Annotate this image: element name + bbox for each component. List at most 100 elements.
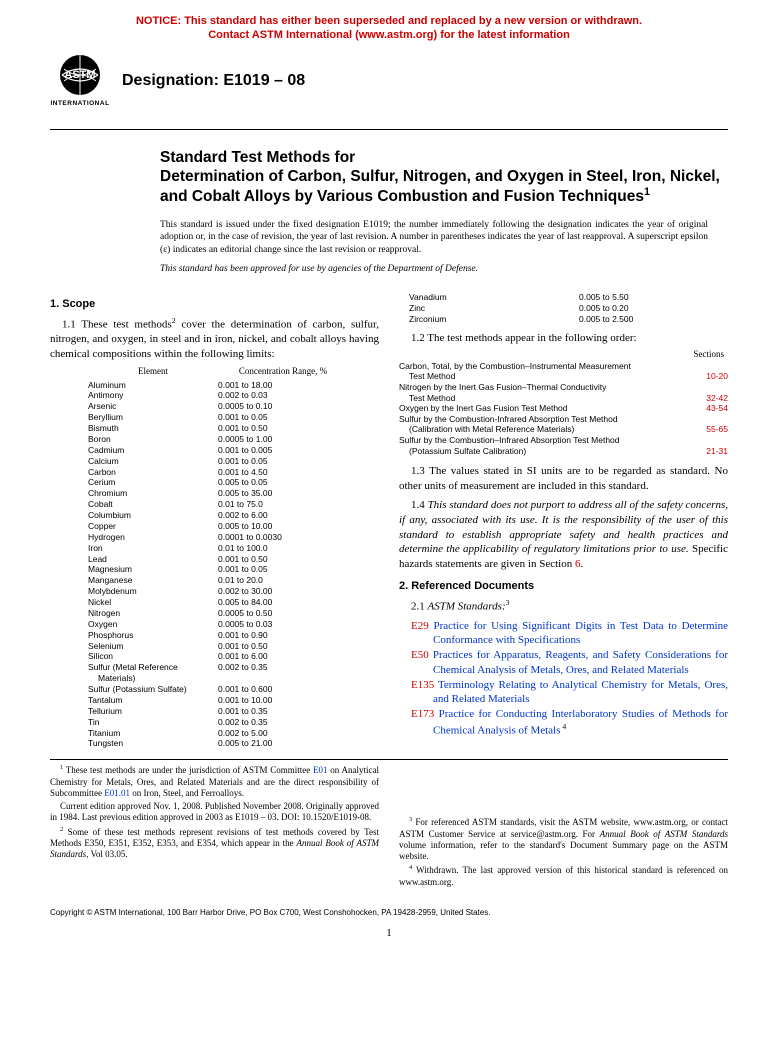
ref-sub: 2.1 ASTM Standards:3 xyxy=(399,598,728,615)
element-row: Titanium0.002 to 5.00 xyxy=(88,728,379,739)
order-row: Carbon, Total, by the Combustion–Instrum… xyxy=(399,361,728,372)
order-row: (Potassium Sulfate Calibration)21-31 xyxy=(399,446,728,457)
supp-element-row: Vanadium0.005 to 5.50 xyxy=(409,292,728,303)
title-kicker: Standard Test Methods for xyxy=(160,148,728,167)
ref-link[interactable]: Practice for Conducting Interlaboratory … xyxy=(433,708,728,736)
approval-note: This standard has been approved for use … xyxy=(160,264,728,274)
para-1-4: 1.4 This standard does not purport to ad… xyxy=(399,498,728,572)
ref-link[interactable]: Practices for Apparatus, Reagents, and S… xyxy=(429,649,728,675)
footnote-4: 4 Withdrawn. The last approved version o… xyxy=(399,864,728,888)
element-row: Aluminum0.001 to 18.00 xyxy=(88,380,379,391)
ref-item: E29 Practice for Using Significant Digit… xyxy=(399,619,728,648)
notice-banner: NOTICE: This standard has either been su… xyxy=(50,14,728,43)
element-row: Nitrogen0.0005 to 0.50 xyxy=(88,608,379,619)
left-column: 1. Scope 1.1 These test methods2 cover t… xyxy=(50,292,379,749)
element-row: Selenium0.001 to 0.50 xyxy=(88,641,379,652)
elements-header-range: Concentration Range, % xyxy=(218,366,348,378)
element-row: Sulfur (Potassium Sulfate)0.001 to 0.600 xyxy=(88,684,379,695)
notice-line2: Contact ASTM International (www.astm.org… xyxy=(208,29,570,41)
element-row: Cadmium0.001 to 0.005 xyxy=(88,445,379,456)
element-row: Tantalum0.001 to 10.00 xyxy=(88,695,379,706)
element-row: Silicon0.001 to 6.00 xyxy=(88,651,379,662)
issue-note: This standard is issued under the fixed … xyxy=(160,219,708,256)
link-e0101[interactable]: E01.01 xyxy=(104,788,130,798)
title-main: Determination of Carbon, Sulfur, Nitroge… xyxy=(160,167,728,207)
footnotes-right: 3 For referenced ASTM standards, visit t… xyxy=(399,764,728,890)
element-row: Oxygen0.0005 to 0.03 xyxy=(88,619,379,630)
footnote-1: 1 These test methods are under the juris… xyxy=(50,764,379,799)
header-row: ASTM INTERNATIONAL Designation: E1019 – … xyxy=(50,53,728,109)
element-row: Lead0.001 to 0.50 xyxy=(88,554,379,565)
order-table: Sections Carbon, Total, by the Combustio… xyxy=(399,349,728,456)
divider xyxy=(50,129,728,130)
elements-table: Element Concentration Range, % Aluminum0… xyxy=(88,366,379,749)
element-row: Phosphorus0.001 to 0.90 xyxy=(88,630,379,641)
element-row: Carbon0.001 to 4.50 xyxy=(88,467,379,478)
element-row: Calcium0.001 to 0.05 xyxy=(88,456,379,467)
order-row: Sulfur by the Combustion–Infrared Absorp… xyxy=(399,435,728,446)
supp-element-row: Zinc0.005 to 0.20 xyxy=(409,303,728,314)
page-number: 1 xyxy=(50,927,728,939)
element-row: Bismuth0.001 to 0.50 xyxy=(88,423,379,434)
element-row: Manganese0.01 to 20.0 xyxy=(88,575,379,586)
element-row: Chromium0.005 to 35.00 xyxy=(88,488,379,499)
order-row: Test Method10-20 xyxy=(399,371,728,382)
ref-code[interactable]: E50 xyxy=(411,649,429,661)
svg-text:ASTM: ASTM xyxy=(64,69,95,81)
scope-heading: 1. Scope xyxy=(50,298,379,310)
svg-text:INTERNATIONAL: INTERNATIONAL xyxy=(50,100,109,107)
para-1-1: 1.1 These test methods2 cover the determ… xyxy=(50,316,379,362)
element-row: Hydrogen0.0001 to 0.0030 xyxy=(88,532,379,543)
para-1-2: 1.2 The test methods appear in the follo… xyxy=(399,331,728,346)
element-row: Magnesium0.001 to 0.05 xyxy=(88,564,379,575)
footnotes-left: 1 These test methods are under the juris… xyxy=(50,764,379,890)
notice-line1: NOTICE: This standard has either been su… xyxy=(136,15,642,27)
ref-code[interactable]: E135 xyxy=(411,679,434,691)
element-row: Beryllium0.001 to 0.05 xyxy=(88,412,379,423)
element-row: Copper0.005 to 10.00 xyxy=(88,521,379,532)
element-row: Molybdenum0.002 to 30.00 xyxy=(88,586,379,597)
element-row: Cerium0.005 to 0.05 xyxy=(88,477,379,488)
element-row: Nickel0.005 to 84.00 xyxy=(88,597,379,608)
footnote-2: 2 Some of these test methods represent r… xyxy=(50,826,379,861)
order-row: Oxygen by the Inert Gas Fusion Test Meth… xyxy=(399,403,728,414)
footnote-divider xyxy=(50,759,728,760)
copyright: Copyright © ASTM International, 100 Barr… xyxy=(50,908,728,917)
ref-link[interactable]: Terminology Relating to Analytical Chemi… xyxy=(433,679,728,705)
element-row: Columbium0.002 to 6.00 xyxy=(88,510,379,521)
element-row: Cobalt0.01 to 75.0 xyxy=(88,499,379,510)
element-row: Tin0.002 to 0.35 xyxy=(88,717,379,728)
element-row: Tellurium0.001 to 0.35 xyxy=(88,706,379,717)
order-row: Sulfur by the Combustion-Infrared Absorp… xyxy=(399,414,728,425)
footnote-3: 3 For referenced ASTM standards, visit t… xyxy=(399,816,728,862)
right-column: Vanadium0.005 to 5.50Zinc0.005 to 0.20Zi… xyxy=(399,292,728,749)
para-1-3: 1.3 The values stated in SI units are to… xyxy=(399,464,728,494)
title-block: Standard Test Methods for Determination … xyxy=(160,148,728,207)
order-row: Test Method32-42 xyxy=(399,393,728,404)
element-row: Sulfur (Metal Reference0.002 to 0.35 xyxy=(88,662,379,673)
ref-link[interactable]: Practice for Using Significant Digits in… xyxy=(429,620,728,646)
designation-label: Designation: E1019 – 08 xyxy=(122,72,305,90)
page: NOTICE: This standard has either been su… xyxy=(0,0,778,969)
element-row: Antimony0.002 to 0.03 xyxy=(88,390,379,401)
ref-item: E50 Practices for Apparatus, Reagents, a… xyxy=(399,648,728,677)
ref-code[interactable]: E173 xyxy=(411,708,434,720)
element-row: Iron0.01 to 100.0 xyxy=(88,543,379,554)
supp-element-row: Zirconium0.005 to 2.500 xyxy=(409,314,728,325)
order-row: (Calibration with Metal Reference Materi… xyxy=(399,424,728,435)
ref-item: E173 Practice for Conducting Interlabora… xyxy=(399,707,728,737)
element-row: Tungsten0.005 to 21.00 xyxy=(88,738,379,749)
elements-header-name: Element xyxy=(88,366,218,378)
astm-logo-icon: ASTM INTERNATIONAL xyxy=(50,53,110,109)
two-column-body: 1. Scope 1.1 These test methods2 cover t… xyxy=(50,292,728,749)
element-row: Arsenic0.0005 to 0.10 xyxy=(88,401,379,412)
element-row: Boron0.0005 to 1.00 xyxy=(88,434,379,445)
ref-item: E135 Terminology Relating to Analytical … xyxy=(399,678,728,707)
link-e01[interactable]: E01 xyxy=(313,765,328,775)
refdoc-heading: 2. Referenced Documents xyxy=(399,580,728,592)
order-row: Nitrogen by the Inert Gas Fusion–Thermal… xyxy=(399,382,728,393)
footnotes: 1 These test methods are under the juris… xyxy=(50,764,728,890)
ref-code[interactable]: E29 xyxy=(411,620,429,632)
order-header: Sections xyxy=(399,349,728,360)
footnote-1b: Current edition approved Nov. 1, 2008. P… xyxy=(50,801,379,824)
